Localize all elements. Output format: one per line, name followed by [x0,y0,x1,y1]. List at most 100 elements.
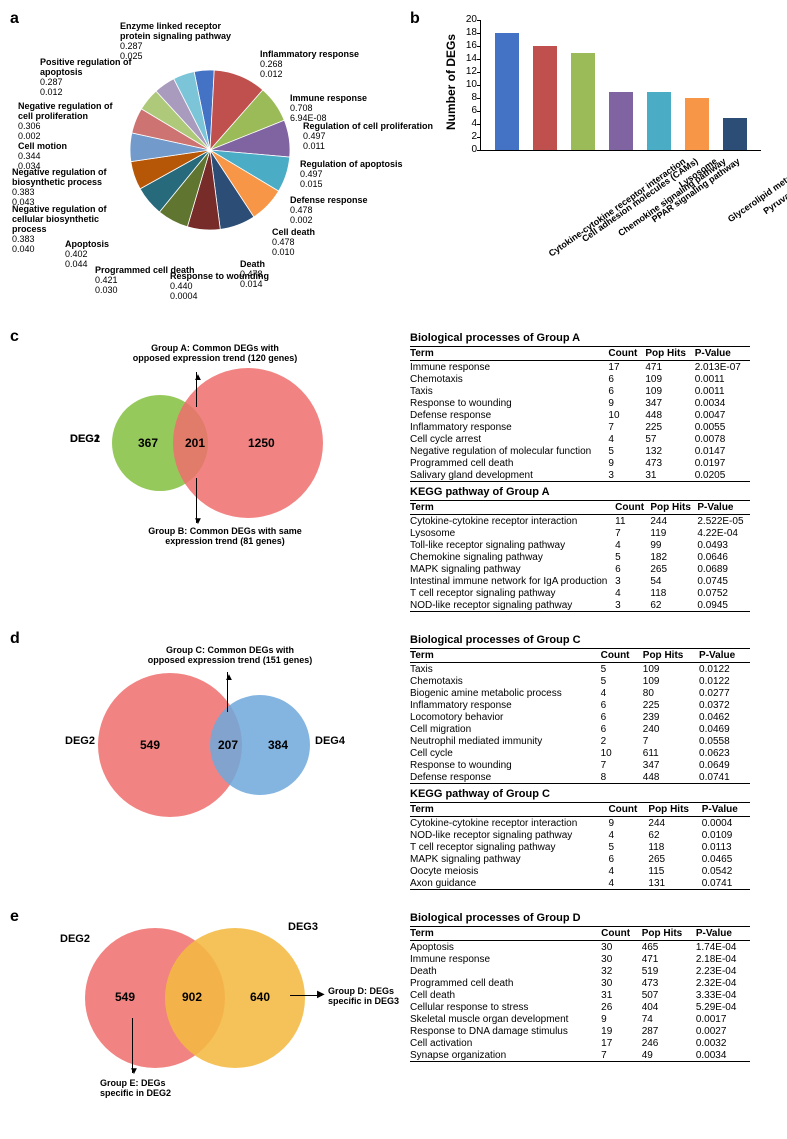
venn-e-n2: 640 [250,990,270,1004]
td: 519 [642,965,696,977]
panel-c-tables: Biological processes of Group A TermCoun… [410,328,750,612]
td: 62 [648,829,701,841]
venn-c-n2: 1250 [248,436,275,450]
td: 0.0689 [697,563,750,575]
td: Chemotaxis [410,675,601,687]
venn-c-n1: 367 [138,436,158,450]
td: 473 [645,457,694,469]
td: 109 [645,385,694,397]
td: 10 [608,409,645,421]
td: 9 [608,397,645,409]
bar-ytick: 2 [457,131,477,142]
bar-area: 02468101214161820Cytokine-cytokine recep… [480,20,761,151]
panel-b-label: b [410,10,420,28]
td: 8 [601,771,643,784]
td: 2.23E-04 [696,965,750,977]
venn-c-deg2: DEG2 [70,433,100,445]
table-c2-title: KEGG pathway of Group C [410,788,750,800]
bar-ytick: 6 [457,105,477,116]
td: 0.0277 [699,687,750,699]
venn-e-svg [50,918,370,1088]
pie-label: Negative regulation ofcellular biosynthe… [12,205,107,254]
td: 30 [601,941,642,954]
group-b-label: Group B: Common DEGs with sameexpression… [125,526,325,547]
td: 11 [615,515,650,528]
td: 239 [643,711,699,723]
td: MAPK signaling pathway [410,563,615,575]
pie-label: Positive regulation ofapoptosis0.2870.01… [40,58,132,98]
td: 131 [648,877,701,890]
th: Pop Hits [642,927,696,941]
td: 4 [608,829,648,841]
td: Cell migration [410,723,601,735]
td: 0.0113 [702,841,750,853]
bar-chart: Number of DEGs 02468101214161820Cytokine… [440,10,780,290]
td: 3 [615,575,650,587]
td: 4 [608,433,645,445]
th: P-Value [699,649,750,663]
td: Negative regulation of molecular functio… [410,445,608,457]
th: Term [410,803,608,817]
td: 244 [650,515,697,528]
pie-chart: Inflammatory response0.2680.012Immune re… [20,10,380,310]
td: 3 [608,469,645,482]
th: P-Value [697,501,750,515]
td: Cell cycle [410,747,601,759]
bar-ytick: 8 [457,92,477,103]
td: Cell death [410,989,601,1001]
td: 404 [642,1001,696,1013]
td: 507 [642,989,696,1001]
td: 26 [601,1001,642,1013]
th: Term [410,649,601,663]
td: 9 [608,817,648,830]
td: 0.0055 [695,421,750,433]
td: 5 [608,445,645,457]
td: 0.0122 [699,663,750,676]
td: 6 [608,853,648,865]
td: 246 [642,1037,696,1049]
td: 0.0372 [699,699,750,711]
td: Inflammatory response [410,699,601,711]
td: 2.32E-04 [696,977,750,989]
table-a2: TermCountPop HitsP-ValueCytokine-cytokin… [410,500,750,612]
venn-e-deg2: DEG2 [60,933,90,945]
table-a2-title: KEGG pathway of Group A [410,486,750,498]
td: 54 [650,575,697,587]
table-d-title: Biological processes of Group D [410,912,750,924]
td: Synapse organization [410,1049,601,1062]
bar [685,98,709,150]
venn-d: DEG2 DEG4 549 207 384 Group C: Common DE… [70,650,410,850]
bar-ytick: 10 [457,79,477,90]
td: 5.29E-04 [696,1001,750,1013]
td: T cell receptor signaling pathway [410,841,608,853]
td: 0.0752 [697,587,750,599]
bar-ytick: 18 [457,27,477,38]
table-a-title: Biological processes of Group A [410,332,750,344]
pie-label: Negative regulation ofbiosynthetic proce… [12,168,107,208]
td: Chemotaxis [410,373,608,385]
td: Defense response [410,409,608,421]
venn-d-n1: 549 [140,738,160,752]
td: 19 [601,1025,642,1037]
venn-e-deg3: DEG3 [288,921,318,933]
pie-label: Negative regulation ofcell proliferation… [18,102,113,142]
td: 80 [643,687,699,699]
td: Defense response [410,771,601,784]
td: Response to DNA damage stimulus [410,1025,601,1037]
bar-ytick: 12 [457,66,477,77]
td: 465 [642,941,696,954]
td: Cellular response to stress [410,1001,601,1013]
td: 4.22E-04 [697,527,750,539]
td: 74 [642,1013,696,1025]
td: Chemokine signaling pathway [410,551,615,563]
td: 118 [648,841,701,853]
panel-a-label: a [10,10,19,28]
td: 287 [642,1025,696,1037]
td: 5 [608,841,648,853]
td: 347 [645,397,694,409]
td: Programmed cell death [410,457,608,469]
td: 5 [601,663,643,676]
th: P-Value [696,927,750,941]
td: 225 [645,421,694,433]
td: 132 [645,445,694,457]
